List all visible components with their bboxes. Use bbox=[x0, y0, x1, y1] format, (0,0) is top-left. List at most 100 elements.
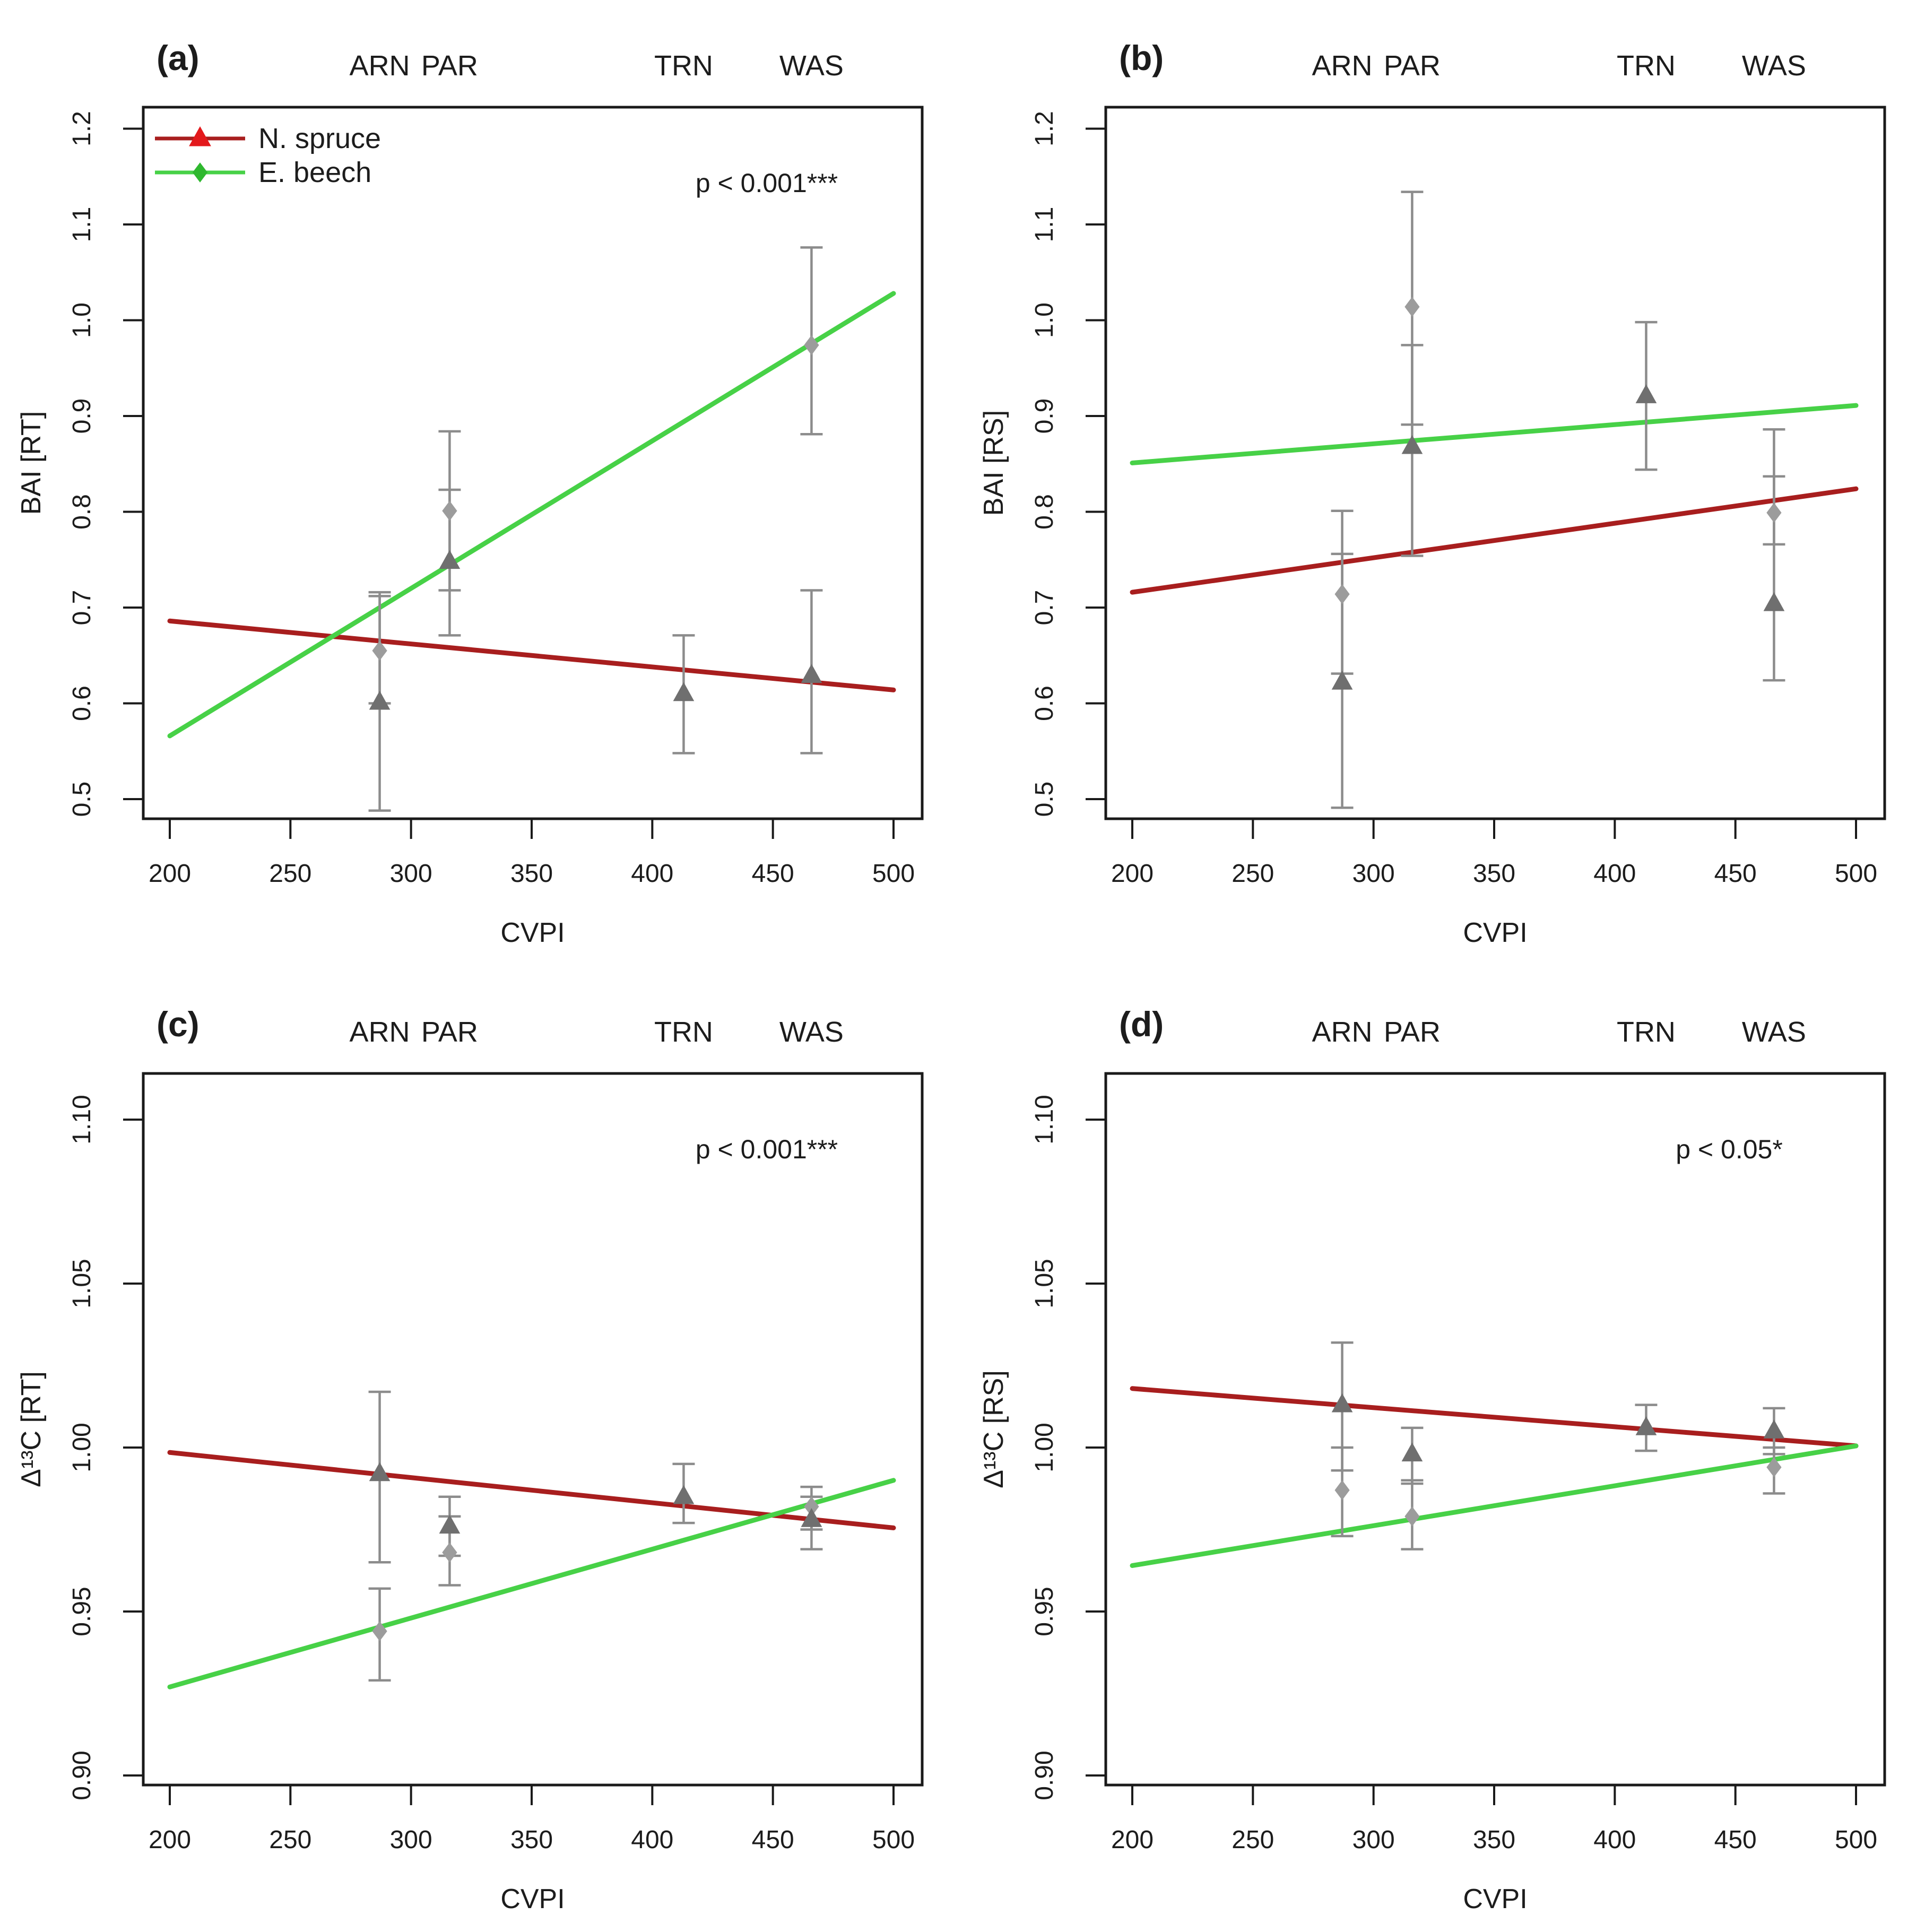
panel-c-chart: (c) ARN PAR TRN WAS 200 250 300 350 400 450 500 0.90… bbox=[16, 1004, 924, 1914]
y-axis-tick-label: 0.5 bbox=[68, 782, 96, 817]
x-axis-tick-label: 500 bbox=[1835, 1826, 1877, 1854]
plot-box bbox=[142, 1072, 924, 1787]
p-value-label: p < 0.05* bbox=[1676, 1134, 1783, 1164]
data-point-spruce-par bbox=[1401, 435, 1423, 454]
data-point-spruce-arn bbox=[1331, 670, 1353, 690]
x-axis-tick-label: 300 bbox=[390, 1826, 432, 1854]
regression-line-beech bbox=[167, 291, 896, 739]
regression-line-spruce bbox=[1130, 486, 1859, 595]
y-axis-tick-label: 0.95 bbox=[1030, 1587, 1059, 1636]
data-point-spruce-was bbox=[1763, 592, 1785, 611]
y-axis-tick-label: 1.2 bbox=[1030, 111, 1059, 146]
y-axis-tick-label: 1.10 bbox=[68, 1095, 96, 1144]
regression-line-spruce bbox=[167, 618, 896, 692]
x-axis-tick-label: 450 bbox=[1714, 1826, 1757, 1854]
x-axis-tick-label: 350 bbox=[510, 860, 553, 888]
regression-line-beech bbox=[167, 1478, 896, 1690]
x-axis-tick-label: 350 bbox=[1473, 1826, 1515, 1854]
site-label-was: WAS bbox=[1742, 50, 1806, 82]
data-point-spruce-arn bbox=[369, 690, 391, 710]
y-axis-tick-label: 0.8 bbox=[1030, 494, 1059, 530]
x-axis-tick-label: 450 bbox=[752, 860, 794, 888]
site-label-trn: TRN bbox=[1617, 1016, 1676, 1048]
y-axis-tick-label: 1.1 bbox=[1030, 207, 1059, 242]
y-axis-tick-label: 0.90 bbox=[68, 1751, 96, 1800]
legend-diamond-icon bbox=[192, 162, 208, 183]
data-point-spruce-par bbox=[439, 1514, 461, 1534]
data-point-beech-par bbox=[442, 1542, 457, 1563]
data-point-spruce-trn bbox=[673, 1485, 695, 1504]
site-label-par: PAR bbox=[421, 1016, 478, 1048]
y-axis-tick-label: 0.7 bbox=[68, 590, 96, 626]
data-point-beech-was bbox=[1766, 503, 1782, 523]
x-axis-tick-label: 500 bbox=[1835, 860, 1877, 888]
site-label-arn: ARN bbox=[1312, 1016, 1373, 1048]
p-value-label: p < 0.001*** bbox=[696, 1134, 838, 1164]
site-label-was: WAS bbox=[779, 50, 844, 82]
site-label-par: PAR bbox=[421, 50, 478, 82]
data-point-spruce-arn bbox=[369, 1462, 391, 1482]
data-point-beech-par bbox=[442, 500, 457, 521]
data-point-spruce-par bbox=[439, 550, 461, 569]
x-axis-tick-label: 400 bbox=[1593, 860, 1636, 888]
data-point-spruce-trn bbox=[1635, 384, 1657, 403]
x-axis-tick-label: 500 bbox=[872, 860, 915, 888]
x-axis-tick-label: 400 bbox=[1593, 1826, 1636, 1854]
x-axis-title: CVPI bbox=[500, 917, 565, 948]
data-point-beech-arn bbox=[1334, 584, 1350, 604]
panel-letter: (a) bbox=[157, 38, 200, 77]
data-point-spruce-was bbox=[801, 1508, 822, 1527]
plot-box bbox=[1104, 106, 1886, 820]
x-axis-tick-label: 300 bbox=[390, 860, 432, 888]
legend-label-beech: E. beech bbox=[258, 157, 371, 188]
y-axis-tick-label: 1.0 bbox=[1030, 302, 1059, 338]
site-label-arn: ARN bbox=[1312, 50, 1373, 82]
x-axis-title: CVPI bbox=[500, 1884, 565, 1914]
data-point-spruce-trn bbox=[1635, 1416, 1657, 1435]
site-label-was: WAS bbox=[779, 1016, 844, 1048]
regression-line-spruce bbox=[167, 1450, 896, 1530]
y-axis-tick-label: 1.00 bbox=[68, 1423, 96, 1472]
regression-line-beech bbox=[1130, 403, 1859, 465]
panel-a-chart: (a) ARN PAR TRN WAS 200 250 300 350 400 450 500 0.5 0… bbox=[16, 38, 924, 948]
y-axis-tick-label: 1.05 bbox=[1030, 1259, 1059, 1308]
regression-line-spruce bbox=[1130, 1386, 1859, 1449]
y-axis-title: BAI [RS] bbox=[978, 410, 1009, 516]
data-point-spruce-arn bbox=[1331, 1393, 1353, 1413]
x-axis-tick-label: 200 bbox=[1111, 1826, 1154, 1854]
y-axis-title: BAI [RT] bbox=[16, 411, 47, 515]
y-axis-tick-label: 0.8 bbox=[68, 494, 96, 530]
site-label-par: PAR bbox=[1384, 50, 1441, 82]
y-axis-tick-label: 0.90 bbox=[1030, 1751, 1059, 1800]
data-point-beech-arn bbox=[372, 1621, 387, 1641]
y-axis-tick-label: 0.7 bbox=[1030, 590, 1059, 626]
x-axis-tick-label: 250 bbox=[269, 1826, 311, 1854]
data-point-spruce-trn bbox=[673, 682, 695, 701]
y-axis-tick-label: 1.00 bbox=[1030, 1423, 1059, 1472]
x-axis-title: CVPI bbox=[1463, 1884, 1527, 1914]
plot-box bbox=[1104, 1072, 1886, 1787]
site-label-arn: ARN bbox=[350, 1016, 410, 1048]
y-axis-tick-label: 1.1 bbox=[68, 207, 96, 242]
y-axis-tick-label: 1.2 bbox=[68, 111, 96, 146]
x-axis-tick-label: 200 bbox=[149, 1826, 191, 1854]
data-point-spruce-was bbox=[1763, 1419, 1785, 1439]
y-axis-tick-label: 1.05 bbox=[68, 1259, 96, 1308]
data-point-spruce-par bbox=[1401, 1442, 1423, 1462]
data-point-beech-was bbox=[1766, 1457, 1782, 1477]
x-axis-tick-label: 500 bbox=[872, 1826, 915, 1854]
x-axis-tick-label: 200 bbox=[149, 860, 191, 888]
x-axis-tick-label: 300 bbox=[1352, 1826, 1395, 1854]
x-axis-tick-label: 250 bbox=[269, 860, 311, 888]
y-axis-tick-label: 0.6 bbox=[1030, 686, 1059, 721]
plot-box bbox=[142, 106, 924, 820]
y-axis-tick-label: 0.5 bbox=[1030, 782, 1059, 817]
x-axis-tick-label: 250 bbox=[1232, 1826, 1274, 1854]
data-point-beech-par bbox=[1404, 1506, 1420, 1527]
x-axis-tick-label: 350 bbox=[1473, 860, 1515, 888]
x-axis-tick-label: 350 bbox=[510, 1826, 553, 1854]
legend-triangle-icon bbox=[189, 126, 211, 146]
data-point-beech-par bbox=[1404, 297, 1420, 317]
x-axis-tick-label: 200 bbox=[1111, 860, 1154, 888]
